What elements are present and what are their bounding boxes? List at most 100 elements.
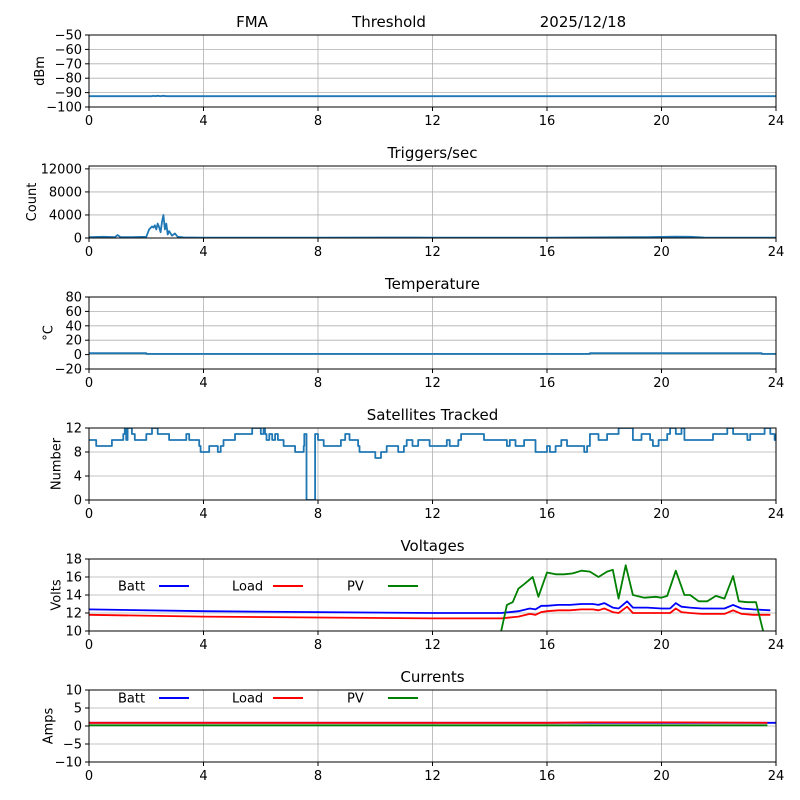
series-line-satellites — [89, 428, 776, 500]
legend-label-batt: Batt — [118, 692, 145, 707]
y-axis-label: dBm — [33, 56, 48, 86]
panel-title: Triggers/sec — [387, 144, 478, 162]
x-tick-label: 0 — [85, 769, 93, 784]
x-tick-label: 24 — [768, 638, 785, 653]
series-line-batt — [89, 600, 771, 614]
y-tick-label: 12 — [65, 607, 82, 622]
y-axis-label: °C — [41, 325, 56, 341]
y-tick-label: −20 — [55, 363, 82, 378]
x-tick-label: 4 — [199, 114, 207, 129]
series-line-temperature — [89, 352, 776, 355]
y-tick-label: −100 — [46, 101, 82, 116]
x-tick-label: 12 — [424, 507, 441, 522]
y-tick-label: 8000 — [49, 185, 82, 200]
y-tick-label: 12000 — [41, 162, 82, 177]
y-tick-label: −80 — [55, 72, 82, 87]
header-date: 2025/12/18 — [540, 13, 626, 31]
x-tick-label: 24 — [768, 376, 785, 391]
x-tick-label: 20 — [653, 638, 670, 653]
y-tick-label: 0 — [74, 232, 82, 247]
y-tick-label: 4000 — [49, 208, 82, 223]
x-tick-label: 12 — [424, 638, 441, 653]
y-tick-label: 0 — [74, 348, 82, 363]
x-tick-label: 24 — [768, 114, 785, 129]
y-tick-label: 40 — [65, 319, 82, 334]
x-tick-label: 0 — [85, 114, 93, 129]
x-tick-label: 8 — [314, 507, 322, 522]
panel-0: 0 4 8 12 16 20 24 −100−90−80−70−60−50 dBm — [33, 29, 784, 130]
legend-label-batt: Batt — [118, 580, 145, 595]
y-axis-label: Amps — [41, 707, 56, 744]
x-tick-label: 0 — [85, 245, 93, 260]
y-tick-label: 80 — [65, 291, 82, 306]
x-tick-label: 16 — [539, 769, 556, 784]
panel-title: Voltages — [400, 537, 464, 555]
x-tick-label: 16 — [539, 638, 556, 653]
y-tick-label: 10 — [65, 684, 82, 699]
panel-5: 0 4 8 12 16 20 24 −10 −5 0 5 10 Amps Currents Batt Load… — [41, 668, 784, 784]
y-axis-label: Count — [25, 183, 40, 222]
legend-label-load: Load — [232, 692, 263, 707]
y-tick-label: 5 — [74, 702, 82, 717]
y-axis-label: Volts — [50, 579, 65, 611]
x-tick-label: 0 — [85, 507, 93, 522]
y-tick-label: −50 — [55, 29, 82, 44]
header-mode: Threshold — [351, 13, 426, 31]
x-tick-label: 12 — [424, 769, 441, 784]
y-tick-label: 18 — [65, 553, 82, 568]
x-tick-label: 4 — [199, 376, 207, 391]
y-tick-label: −5 — [63, 738, 82, 753]
y-tick-label: 8 — [74, 446, 82, 461]
y-tick-label: 0 — [74, 720, 82, 735]
x-tick-label: 4 — [199, 638, 207, 653]
x-tick-label: 4 — [199, 245, 207, 260]
x-tick-label: 24 — [768, 245, 785, 260]
y-tick-label: 60 — [65, 305, 82, 320]
panel-title: Currents — [400, 668, 464, 686]
legend-label-pv: PV — [347, 580, 364, 595]
legend-label-pv: PV — [347, 692, 364, 707]
x-tick-label: 8 — [314, 245, 322, 260]
legend-label-load: Load — [232, 580, 263, 595]
x-tick-label: 4 — [199, 507, 207, 522]
panel-title: Satellites Tracked — [367, 406, 498, 424]
y-tick-label: 4 — [74, 470, 82, 485]
y-tick-label: 10 — [65, 625, 82, 640]
x-tick-label: 24 — [768, 507, 785, 522]
y-tick-label: −10 — [55, 756, 82, 771]
x-tick-label: 12 — [424, 245, 441, 260]
x-tick-label: 8 — [314, 638, 322, 653]
x-tick-label: 8 — [314, 114, 322, 129]
y-tick-label: 0 — [74, 494, 82, 509]
x-tick-label: 20 — [653, 114, 670, 129]
x-tick-label: 20 — [653, 769, 670, 784]
x-tick-label: 20 — [653, 245, 670, 260]
x-tick-label: 24 — [768, 769, 785, 784]
y-tick-label: 12 — [65, 422, 82, 437]
x-tick-label: 12 — [424, 376, 441, 391]
y-tick-label: −90 — [55, 86, 82, 101]
y-tick-label: 14 — [65, 589, 82, 604]
x-tick-label: 12 — [424, 114, 441, 129]
x-tick-label: 8 — [314, 376, 322, 391]
series-line-pv — [500, 564, 764, 631]
x-tick-label: 0 — [85, 638, 93, 653]
x-tick-label: 16 — [539, 245, 556, 260]
x-tick-label: 16 — [539, 114, 556, 129]
x-tick-label: 16 — [539, 507, 556, 522]
y-tick-label: 20 — [65, 334, 82, 349]
x-tick-label: 4 — [199, 769, 207, 784]
x-tick-label: 20 — [653, 376, 670, 391]
panel-title: Temperature — [384, 275, 480, 293]
header-station: FMA — [236, 13, 269, 31]
y-tick-label: −60 — [55, 43, 82, 58]
x-tick-label: 0 — [85, 376, 93, 391]
y-tick-label: −70 — [55, 57, 82, 72]
y-tick-label: 16 — [65, 571, 82, 586]
